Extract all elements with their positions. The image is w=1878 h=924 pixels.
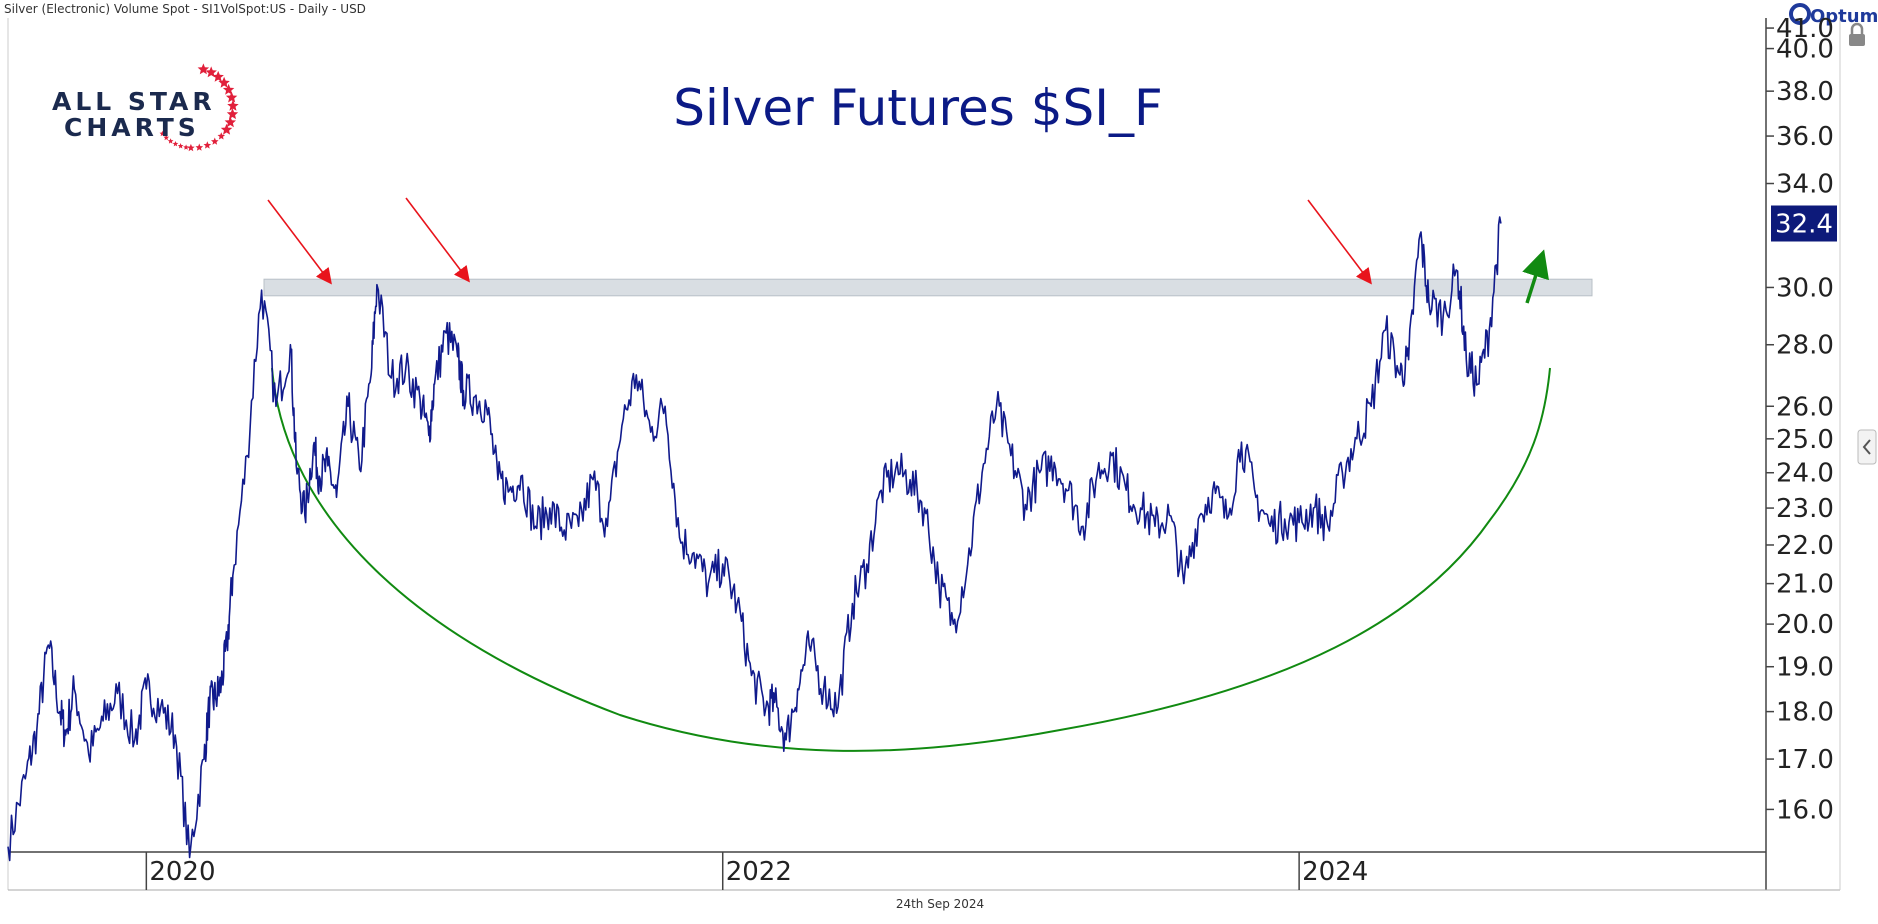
logo-star-icon xyxy=(222,83,235,95)
logo-star-icon xyxy=(224,116,236,128)
all-star-charts-logo: ALL STAR CHARTS xyxy=(52,63,239,152)
logo-star-icon xyxy=(195,143,204,151)
red-arrow-2 xyxy=(405,197,470,283)
y-tick-label: 25.0 xyxy=(1776,425,1834,455)
x-tick-label: 2022 xyxy=(726,857,792,887)
logo-line2: CHARTS xyxy=(64,113,200,142)
instrument-line: Silver (Electronic) Volume Spot - SI1Vol… xyxy=(4,2,366,16)
logo-star-icon xyxy=(220,123,233,135)
optuma-brand-text: Optuma xyxy=(1810,6,1878,27)
logo-star-icon xyxy=(187,143,195,152)
optuma-brand: Optuma xyxy=(1789,3,1878,27)
y-axis-ticks: 16.0 17.0 18.0 19.0 20.0 21.0 22.0 23.0 24.0 25.0… xyxy=(1766,14,1834,825)
resistance-band xyxy=(263,278,1593,297)
x-tick-label: 2020 xyxy=(149,857,215,887)
logo-star-icon xyxy=(211,137,219,145)
lock-shackle xyxy=(1850,22,1864,34)
y-tick-label: 36.0 xyxy=(1776,122,1834,152)
y-tick-label: 28.0 xyxy=(1776,331,1834,361)
logo-star-icon xyxy=(217,132,226,140)
red-arrow-3 xyxy=(1307,199,1372,285)
y-tick-label: 41.0 xyxy=(1776,14,1834,44)
y-tick-label: 38.0 xyxy=(1776,77,1834,107)
logo-star-icon xyxy=(226,108,239,120)
lock-body xyxy=(1849,34,1865,46)
logo-star-icon xyxy=(183,144,189,150)
logo-star-icon xyxy=(167,138,174,144)
logo-line1: ALL STAR xyxy=(52,87,216,116)
logo-star-icon xyxy=(197,63,210,75)
x-axis-ticks: 2020 2022 2024 xyxy=(145,852,1368,890)
last-price-bg xyxy=(1771,205,1837,242)
logo-star-icon xyxy=(177,143,184,149)
collapse-panel-tab xyxy=(1857,429,1877,465)
last-price-tag: 32.4 xyxy=(1771,205,1837,242)
logo-star-icon xyxy=(159,130,166,137)
logo-star-icon xyxy=(163,134,170,141)
y-tick-label: 34.0 xyxy=(1776,170,1834,200)
y-tick-label: 18.0 xyxy=(1776,698,1834,728)
y-tick-label: 24.0 xyxy=(1776,459,1834,489)
logo-star-icon xyxy=(225,91,238,103)
chevron-left-icon xyxy=(1862,439,1871,455)
lock-icon[interactable] xyxy=(1849,22,1865,46)
y-tick-label: 26.0 xyxy=(1776,392,1834,422)
logo-star-icon xyxy=(205,66,217,78)
y-tick-label: 20.0 xyxy=(1776,610,1834,640)
chart-title: Silver Futures $SI_F xyxy=(673,79,1163,137)
logo-star-icon xyxy=(227,99,239,111)
logo-star-ring xyxy=(159,63,239,152)
rounding-bottom-arc xyxy=(271,367,1551,752)
logo-star-icon xyxy=(203,141,212,149)
y-tick-label: 23.0 xyxy=(1776,494,1834,524)
y-tick-label: 16.0 xyxy=(1776,795,1834,825)
green-up-arrow xyxy=(1522,249,1549,304)
y-tick-label: 22.0 xyxy=(1776,531,1834,561)
logo-star-icon xyxy=(218,76,230,88)
y-tick-label: 30.0 xyxy=(1776,273,1834,303)
last-price-value: 32.4 xyxy=(1775,210,1833,240)
y-tick-label: 19.0 xyxy=(1776,653,1834,683)
y-tick-label: 21.0 xyxy=(1776,570,1834,600)
logo-star-icon xyxy=(212,70,224,82)
y-tick-label: 40.0 xyxy=(1776,35,1834,65)
footer-date: 24th Sep 2024 xyxy=(896,897,984,911)
price-series-line xyxy=(7,216,1502,862)
x-tick-label: 2024 xyxy=(1302,857,1368,887)
y-tick-label: 17.0 xyxy=(1776,745,1834,775)
collapse-panel-icon[interactable] xyxy=(1857,429,1877,465)
red-arrow-1 xyxy=(267,199,332,285)
logo-star-icon xyxy=(172,141,179,147)
optuma-logo-icon xyxy=(1789,3,1811,25)
